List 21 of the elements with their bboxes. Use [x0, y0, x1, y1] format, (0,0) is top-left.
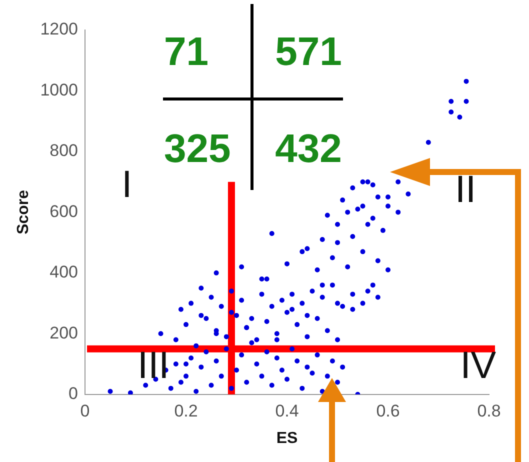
y-tick-label: 400 — [50, 262, 78, 282]
x-tick-label: 0.2 — [174, 401, 198, 420]
y-tick-label: 600 — [50, 202, 78, 221]
x-tick-label: 0.8 — [477, 401, 501, 420]
y-tick-label: 200 — [50, 323, 78, 342]
x-tick-label: 0.4 — [275, 401, 299, 420]
y-tick-label: 1000 — [40, 80, 78, 100]
annotation: II — [454, 168, 476, 211]
annotation: 325 — [164, 127, 231, 172]
annotation: 571 — [275, 30, 342, 74]
annotation: III — [138, 344, 170, 386]
y-axis-title: Score — [15, 190, 32, 234]
annotation: 71 — [164, 30, 208, 74]
annotation: 432 — [275, 127, 342, 172]
x-axis-title: ES — [276, 430, 298, 447]
y-tick-label: 0 — [68, 384, 78, 404]
annotation: IV — [460, 344, 496, 386]
y-tick-label: 800 — [50, 141, 78, 160]
annotation: I — [122, 164, 132, 206]
x-tick-label: 0.6 — [376, 401, 400, 420]
y-tick-label: 1200 — [40, 20, 78, 39]
